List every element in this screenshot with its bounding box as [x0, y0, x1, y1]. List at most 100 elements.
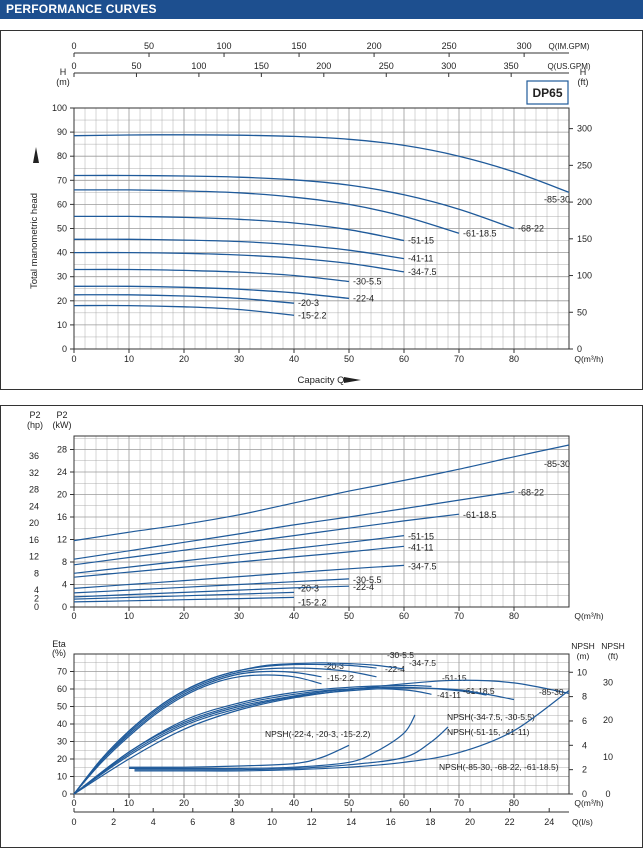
imgpm-tick-label: 300 — [517, 41, 532, 51]
head-curve — [73, 215, 405, 242]
hp-tick-label: 4 — [34, 585, 39, 595]
npsh-ft-unit: (ft) — [608, 651, 619, 661]
eta-tick-label: 60 — [57, 684, 67, 694]
head-curve — [73, 189, 460, 234]
x-tick-label: 20 — [179, 798, 189, 808]
power-curve-label: -61-18.5 — [463, 510, 497, 520]
head-curve — [73, 238, 405, 260]
x-tick-label: 60 — [399, 354, 409, 364]
x-tick-label: 10 — [124, 611, 134, 621]
power-curve — [73, 578, 350, 594]
x-tick-label: 30 — [234, 354, 244, 364]
npsh-curve — [129, 714, 416, 770]
x-unit-label: Q(m³/h) — [574, 611, 603, 621]
npsh-curve-label: NPSH(-85-30, -68-22, -61-18.5) — [439, 762, 559, 772]
power-efficiency-chart: 0 10 20 30 40 50 60 70 80 Q(m³/h)0481216202428024… — [27, 410, 625, 827]
kw-axis-unit: (kW) — [53, 420, 72, 430]
model-badge — [526, 80, 569, 105]
section-header: PERFORMANCE CURVES — [0, 0, 643, 19]
ft-tick-label: 300 — [577, 124, 592, 134]
head-curve — [73, 285, 350, 300]
eta-curve — [73, 679, 570, 795]
y-right-title: H — [580, 67, 587, 77]
eta-curve-label: -61-18.5 — [463, 686, 495, 696]
x-tick-label: 10 — [124, 354, 134, 364]
power-curve-label: -41-11 — [408, 542, 433, 552]
ls-tick-label: 0 — [71, 817, 76, 827]
eta-axis-title: Eta — [52, 639, 66, 649]
power-curve-label: -30-5.5 — [353, 575, 382, 585]
x-tick-label: 20 — [179, 611, 189, 621]
eta-tick-label: 50 — [57, 702, 67, 712]
x-unit-label: Q(m³/h) — [574, 798, 603, 808]
power-curve — [73, 513, 460, 566]
eta-curve-label: -22-4 — [385, 664, 405, 674]
kw-tick-label: 0 — [62, 602, 67, 612]
x-tick-label: 40 — [289, 611, 299, 621]
head-curve — [73, 251, 405, 273]
kw-tick-label: 8 — [62, 557, 67, 567]
ft-tick-label: 250 — [577, 160, 592, 170]
ls-tick-label: 16 — [386, 817, 396, 827]
x-axis-arrow — [344, 377, 361, 383]
x-tick-label: 70 — [454, 611, 464, 621]
ls-tick-label: 10 — [267, 817, 277, 827]
imgpm-tick-label: 50 — [144, 41, 154, 51]
x-tick-label: 80 — [509, 354, 519, 364]
hp-axis-title: P2 — [29, 410, 40, 420]
x-tick-label: 30 — [234, 611, 244, 621]
y-tick-label: 80 — [57, 151, 67, 161]
x-tick-label: 60 — [399, 798, 409, 808]
eta-curve — [73, 684, 432, 795]
y-tick-label: 70 — [57, 175, 67, 185]
ls-tick-label: 14 — [346, 817, 356, 827]
power-curve-label: -51-15 — [408, 532, 434, 542]
ls-tick-label: 6 — [190, 817, 195, 827]
x-unit-label: Q(m³/h) — [574, 354, 603, 364]
hp-tick-label: 0 — [34, 602, 39, 612]
npsh-curve-label: NPSH(-51-15, -41-11) — [447, 727, 530, 737]
head-curve-label: -30-5.5 — [353, 277, 382, 287]
head-curve-label: -61-18.5 — [463, 228, 497, 238]
usgpm-tick-label: 150 — [254, 61, 269, 71]
eta-curve-label: -41-11 — [437, 690, 461, 700]
y-axis-title: Total manometric head — [29, 193, 40, 289]
y-left-title: H — [60, 67, 67, 77]
head-curve-label: -22-4 — [353, 293, 374, 303]
imgpm-tick-label: 150 — [292, 41, 307, 51]
power-curve-label: -15-2.2 — [298, 597, 327, 607]
npsh-m-title: NPSH — [571, 641, 595, 651]
kw-axis-title: P2 — [56, 410, 67, 420]
head-curve — [73, 174, 515, 230]
kw-tick-label: 4 — [62, 580, 67, 590]
npsh-curve — [128, 744, 350, 768]
head-curve-label: -15-2.2 — [298, 310, 327, 320]
npsh-m-tick-label: 4 — [582, 740, 587, 750]
usgpm-tick-label: 50 — [131, 61, 141, 71]
y-tick-label: 40 — [57, 248, 67, 258]
power-curve — [73, 545, 405, 578]
usgpm-axis-title: Q(US.GPM) — [547, 62, 590, 71]
kw-tick-label: 28 — [57, 445, 67, 455]
power-curve-label: -68-22 — [518, 488, 544, 498]
y-tick-label: 50 — [57, 224, 67, 234]
x-tick-label: 70 — [454, 354, 464, 364]
power-curve — [73, 591, 295, 600]
y-tick-label: 10 — [57, 320, 67, 330]
ls-tick-label: 12 — [307, 817, 317, 827]
power-efficiency-panel: 0 10 20 30 40 50 60 70 80 Q(m³/h) 0 4 8 12 16 20 24 28 0 2 4… — [0, 405, 643, 848]
ls-tick-label: 22 — [505, 817, 515, 827]
x-tick-label: 20 — [179, 354, 189, 364]
power-curve-label: -85-30 — [544, 459, 570, 469]
eta-curve — [73, 670, 322, 795]
eta-tick-label: 10 — [57, 772, 67, 782]
usgpm-tick-label: 100 — [191, 61, 206, 71]
head-curve — [73, 304, 295, 316]
ft-tick-label: 0 — [577, 344, 582, 354]
usgpm-tick-label: 350 — [504, 61, 519, 71]
npsh-m-tick-label: 10 — [577, 667, 587, 677]
ls-axis-title: Q(l/s) — [572, 817, 593, 827]
eta-tick-label: 40 — [57, 719, 67, 729]
eta-curve — [73, 662, 405, 795]
npsh-curve — [134, 690, 570, 772]
